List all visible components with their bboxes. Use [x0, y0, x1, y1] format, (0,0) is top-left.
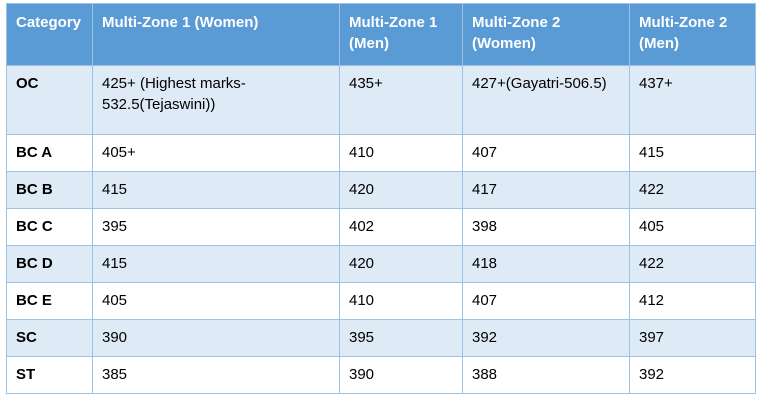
cell-value: 422 — [629, 171, 756, 209]
cell-value: 420 — [339, 245, 463, 283]
cell-value: 407 — [462, 282, 630, 320]
cell-value: 395 — [339, 319, 463, 357]
row-category: BC A — [6, 134, 93, 172]
table-row-oc: OC 425+ (Highest marks-532.5(Tejaswini))… — [6, 65, 756, 135]
cell-value: 418 — [462, 245, 630, 283]
row-category: OC — [6, 65, 93, 135]
row-category: BC D — [6, 245, 93, 283]
table-row-sc: SC 390 395 392 397 — [6, 319, 756, 357]
column-header-multizone1-men: Multi-Zone 1 (Men) — [339, 3, 463, 66]
row-category: BC B — [6, 171, 93, 209]
table-row-bc-c: BC C 395 402 398 405 — [6, 208, 756, 246]
column-header-multizone2-women: Multi-Zone 2 (Women) — [462, 3, 630, 66]
cell-value: 435+ — [339, 65, 463, 135]
column-header-multizone2-men: Multi-Zone 2 (Men) — [629, 3, 756, 66]
cell-value: 427+(Gayatri-506.5) — [462, 65, 630, 135]
cell-value: 410 — [339, 282, 463, 320]
cell-value: 415 — [629, 134, 756, 172]
cell-value: 437+ — [629, 65, 756, 135]
cell-value: 388 — [462, 356, 630, 394]
cell-value: 405 — [92, 282, 340, 320]
cell-value: 407 — [462, 134, 630, 172]
cell-value: 397 — [629, 319, 756, 357]
cell-value: 390 — [92, 319, 340, 357]
cell-value: 392 — [462, 319, 630, 357]
row-category: BC C — [6, 208, 93, 246]
cutoff-marks-table: Category Multi-Zone 1 (Women) Multi-Zone… — [6, 3, 756, 394]
table-row-bc-a: BC A 405+ 410 407 415 — [6, 134, 756, 172]
cell-value: 410 — [339, 134, 463, 172]
row-category: ST — [6, 356, 93, 394]
column-header-multizone1-women: Multi-Zone 1 (Women) — [92, 3, 340, 66]
cell-value: 415 — [92, 171, 340, 209]
cell-value: 405+ — [92, 134, 340, 172]
table-row-bc-d: BC D 415 420 418 422 — [6, 245, 756, 283]
cell-value: 385 — [92, 356, 340, 394]
cell-value: 405 — [629, 208, 756, 246]
cell-value: 425+ (Highest marks-532.5(Tejaswini)) — [92, 65, 340, 135]
row-category: SC — [6, 319, 93, 357]
cell-value: 398 — [462, 208, 630, 246]
row-category: BC E — [6, 282, 93, 320]
cell-value: 390 — [339, 356, 463, 394]
header-row: Category Multi-Zone 1 (Women) Multi-Zone… — [6, 3, 756, 66]
column-header-category: Category — [6, 3, 93, 66]
cell-value: 415 — [92, 245, 340, 283]
cell-value: 417 — [462, 171, 630, 209]
cell-value: 395 — [92, 208, 340, 246]
cell-value: 392 — [629, 356, 756, 394]
cell-value: 420 — [339, 171, 463, 209]
cell-value: 412 — [629, 282, 756, 320]
table-row-bc-e: BC E 405 410 407 412 — [6, 282, 756, 320]
table-row-bc-b: BC B 415 420 417 422 — [6, 171, 756, 209]
cell-value: 402 — [339, 208, 463, 246]
table-row-st: ST 385 390 388 392 — [6, 356, 756, 394]
cell-value: 422 — [629, 245, 756, 283]
